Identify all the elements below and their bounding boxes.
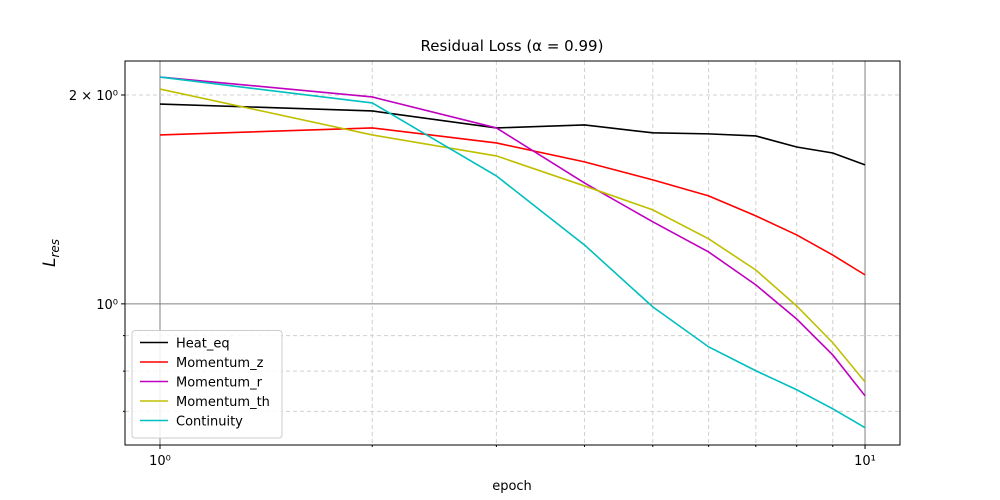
legend-label: Momentum_r <box>176 376 263 391</box>
x-tick-label: 10¹ <box>854 454 876 469</box>
series-line <box>159 127 866 276</box>
series-line <box>159 76 866 397</box>
y-axis-label: Lres <box>40 239 62 267</box>
y-tick-label: 2 × 10⁰ <box>69 89 118 104</box>
y-label-subscript: res <box>48 239 62 258</box>
x-axis-label: epoch <box>492 479 532 494</box>
legend-label: Continuity <box>176 415 243 430</box>
chart-title: Residual Loss (α = 0.99) <box>421 37 604 55</box>
x-tick-label: 10⁰ <box>149 454 171 469</box>
legend-label: Heat_eq <box>176 337 230 352</box>
legend: Heat_eq Momentum_z Momentum_r Momentum_th Co… <box>131 330 283 439</box>
legend-label: Momentum_z <box>176 356 264 371</box>
series-line <box>159 76 866 429</box>
plot-frame <box>124 60 901 446</box>
y-label-symbol: L <box>40 258 60 267</box>
legend-label: Momentum_th <box>176 395 270 410</box>
series-line <box>159 103 866 166</box>
series-line <box>159 88 866 383</box>
y-tick-label: 10⁰ <box>96 298 118 313</box>
legend-box <box>131 330 283 439</box>
